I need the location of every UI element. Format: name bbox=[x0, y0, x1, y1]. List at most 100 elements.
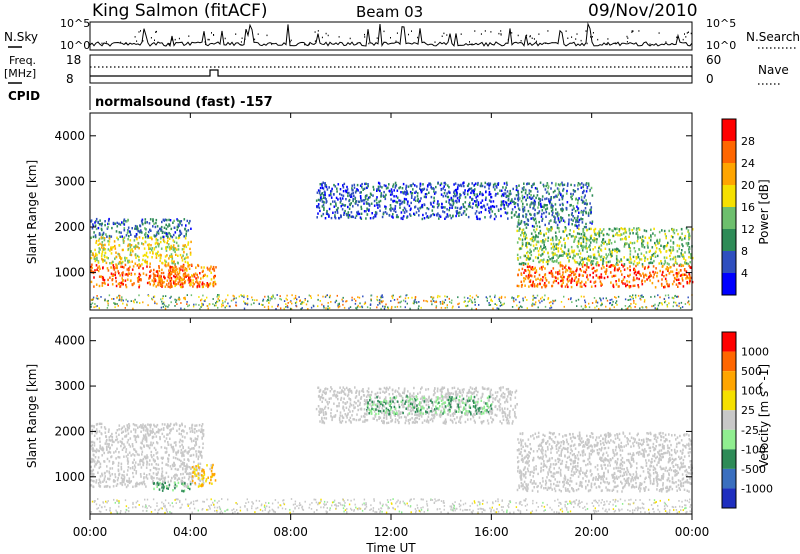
range-cell bbox=[156, 430, 159, 433]
range-cell bbox=[589, 255, 592, 258]
range-cell bbox=[179, 445, 181, 448]
noise-search-dot bbox=[606, 43, 608, 46]
range-cell bbox=[194, 444, 196, 447]
range-cell bbox=[567, 182, 569, 185]
range-cell bbox=[170, 479, 172, 483]
range-cell bbox=[493, 217, 496, 221]
range-cell bbox=[522, 263, 525, 266]
range-cell bbox=[623, 268, 626, 271]
range-cell bbox=[552, 260, 555, 263]
range-cell bbox=[126, 480, 129, 483]
range-cell bbox=[363, 202, 365, 205]
range-cell bbox=[348, 214, 351, 217]
range-cell bbox=[158, 467, 160, 471]
range-cell bbox=[595, 241, 598, 244]
range-cell bbox=[648, 250, 651, 253]
range-cell bbox=[569, 270, 571, 273]
range-cell bbox=[445, 215, 448, 219]
range-cell bbox=[557, 250, 560, 253]
range-cell bbox=[546, 182, 549, 185]
range-cell bbox=[628, 286, 631, 289]
range-cell bbox=[113, 240, 116, 243]
range-cell bbox=[131, 466, 134, 469]
range-cell bbox=[103, 254, 106, 257]
ground-scatter-cell bbox=[283, 307, 285, 310]
range-cell bbox=[360, 217, 363, 220]
range-cell bbox=[106, 484, 109, 488]
range-cell bbox=[344, 189, 347, 192]
range-cell bbox=[187, 452, 189, 455]
range-cell bbox=[644, 273, 647, 276]
ground-scatter-cell bbox=[393, 299, 396, 301]
range-cell bbox=[131, 283, 134, 287]
range-cell bbox=[574, 261, 577, 264]
range-cell bbox=[188, 276, 190, 280]
range-cell bbox=[108, 477, 111, 480]
range-cell bbox=[635, 228, 638, 231]
range-cell bbox=[391, 215, 393, 218]
range-cell bbox=[99, 444, 101, 447]
ground-scatter-cell bbox=[540, 297, 542, 300]
range-cell bbox=[380, 195, 382, 198]
range-cell bbox=[378, 200, 380, 203]
range-cell bbox=[183, 257, 186, 260]
range-cell bbox=[370, 193, 373, 196]
range-cell bbox=[530, 253, 533, 257]
range-cell bbox=[489, 216, 492, 219]
range-cell bbox=[524, 269, 526, 272]
range-cell bbox=[532, 244, 535, 247]
ground-scatter-cell bbox=[267, 295, 269, 298]
ground-scatter-cell bbox=[289, 300, 292, 303]
ground-scatter-cell bbox=[357, 304, 359, 307]
range-cell bbox=[142, 463, 145, 467]
range-cell bbox=[105, 435, 107, 439]
range-tick-label: 4000 bbox=[54, 129, 85, 143]
range-cell bbox=[410, 192, 413, 195]
range-cell bbox=[570, 245, 573, 249]
ground-scatter-cell bbox=[402, 299, 405, 302]
range-cell bbox=[419, 199, 421, 203]
range-cell bbox=[546, 207, 549, 210]
range-cell bbox=[687, 276, 689, 280]
range-cell bbox=[390, 209, 392, 212]
range-cell bbox=[161, 231, 164, 234]
range-cell bbox=[153, 423, 155, 427]
range-cell bbox=[628, 245, 630, 248]
range-cell bbox=[587, 184, 590, 187]
range-cell bbox=[155, 274, 157, 277]
range-cell bbox=[560, 208, 562, 211]
range-cell bbox=[429, 183, 432, 186]
range-cell bbox=[578, 227, 580, 231]
ground-scatter-cell bbox=[369, 307, 371, 310]
range-cell bbox=[124, 263, 127, 267]
range-cell bbox=[109, 485, 111, 489]
range-cell bbox=[112, 260, 114, 264]
range-cell bbox=[396, 189, 399, 192]
range-cell bbox=[673, 231, 676, 235]
range-cell bbox=[600, 284, 602, 287]
range-cell bbox=[106, 267, 109, 270]
range-cell bbox=[198, 468, 201, 471]
ground-scatter-cell bbox=[213, 304, 216, 307]
range-cell bbox=[529, 238, 532, 241]
ground-scatter-cell bbox=[271, 295, 273, 298]
range-cell bbox=[656, 271, 659, 275]
noise-search-dot bbox=[441, 35, 443, 37]
range-cell bbox=[536, 212, 539, 215]
range-cell bbox=[182, 445, 184, 449]
range-cell bbox=[174, 483, 177, 486]
ground-scatter-cell bbox=[380, 296, 382, 299]
ground-scatter-cell bbox=[341, 298, 343, 301]
range-cell bbox=[475, 203, 477, 207]
ground-scatter-cell bbox=[409, 307, 411, 310]
range-cell bbox=[480, 201, 482, 204]
range-cell bbox=[359, 191, 361, 194]
colorbar-segment bbox=[722, 141, 736, 163]
ground-scatter-cell bbox=[321, 303, 323, 306]
range-cell bbox=[506, 195, 509, 198]
ground-scatter-cell bbox=[478, 304, 480, 306]
range-cell bbox=[176, 267, 178, 271]
range-cell bbox=[500, 204, 502, 207]
range-cell bbox=[525, 236, 528, 240]
